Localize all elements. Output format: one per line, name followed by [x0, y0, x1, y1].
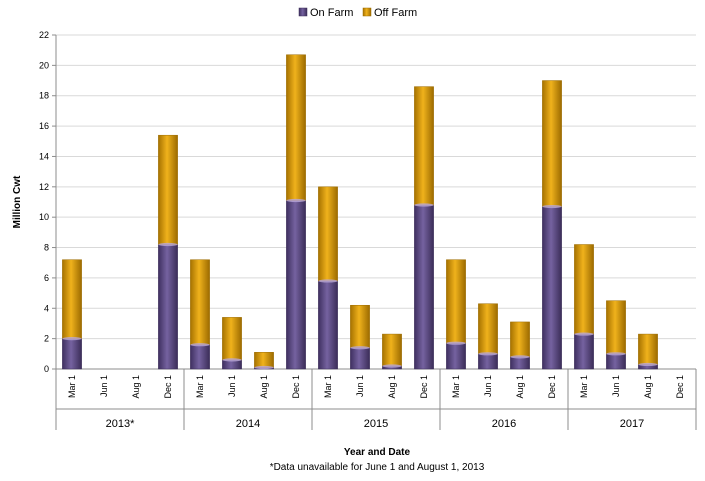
bar-segment-highlight: [286, 198, 306, 203]
footnote: *Data unavailable for June 1 and August …: [270, 462, 485, 473]
bar-on-farm: [414, 204, 434, 370]
bar-on-farm: [606, 353, 626, 370]
legend-label-off-farm: Off Farm: [374, 7, 417, 19]
gridlines: [56, 34, 696, 370]
x-tick-label: Jun 1: [355, 375, 365, 397]
bar-off-farm: [62, 259, 82, 339]
x-tick-label: Aug 1: [387, 375, 397, 399]
x-tick-label: Dec 1: [547, 375, 557, 399]
y-tick-label: 16: [39, 121, 49, 131]
bar-off-farm: [510, 321, 530, 358]
x-axis-title: Year and Date: [344, 447, 411, 458]
bar-segment-highlight: [414, 203, 434, 207]
bar-on-farm: [510, 356, 530, 370]
bar-off-farm: [478, 303, 498, 355]
bar-segment-highlight: [158, 242, 178, 247]
x-tick-label: Jun 1: [611, 375, 621, 397]
x-group-label: 2017: [620, 418, 644, 430]
bar-off-farm: [222, 317, 242, 361]
bar-on-farm: [62, 338, 82, 370]
bar-off-farm: [190, 259, 210, 345]
x-tick-label: Dec 1: [291, 375, 301, 399]
bar-on-farm: [350, 347, 370, 370]
x-tick-label: Mar 1: [579, 375, 589, 398]
y-tick-label: 2: [44, 334, 49, 344]
bar-off-farm: [158, 134, 178, 245]
legend-swatch-on-farm: [298, 7, 308, 17]
x-tick-label: Mar 1: [323, 375, 333, 398]
y-tick-label: 12: [39, 182, 49, 192]
bar-segment-highlight: [574, 332, 594, 336]
bar-off-farm: [542, 80, 562, 207]
x-group-label: 2013*: [106, 418, 135, 430]
x-tick-label: Dec 1: [419, 375, 429, 399]
bars: [62, 54, 658, 370]
x-tick-label: Dec 1: [163, 375, 173, 399]
y-tick-label: 0: [44, 364, 49, 374]
bar-segment-highlight: [350, 346, 370, 350]
legend-label-on-farm: On Farm: [310, 7, 353, 19]
bar-segment-highlight: [62, 337, 82, 341]
x-group-label: 2016: [492, 418, 516, 430]
x-tick-label: Jun 1: [227, 375, 237, 397]
y-tick-label: 20: [39, 60, 49, 70]
x-axis: Mar 1 Jun 1 Aug 1 Dec 1 2013* Mar 1 Jun 1 Aug 1…: [55, 369, 697, 430]
x-tick-label: Jun 1: [99, 375, 109, 397]
bar-segment-highlight: [222, 358, 242, 362]
x-group-label: 2015: [364, 418, 388, 430]
bar-segment-highlight: [254, 365, 274, 370]
bar-segment-highlight: [542, 204, 562, 209]
x-group-label: 2014: [236, 418, 260, 430]
y-tick-label: 6: [44, 273, 49, 283]
y-tick-label: 4: [44, 303, 49, 313]
bar-off-farm: [574, 244, 594, 335]
y-tick-label: 10: [39, 212, 49, 222]
y-tick-label: 22: [39, 30, 49, 40]
bar-segment-highlight: [606, 352, 626, 356]
bar-segment-highlight: [478, 352, 498, 356]
bar-segment-highlight: [446, 341, 466, 345]
legend-swatch-off-farm: [362, 7, 372, 17]
bar-off-farm: [606, 300, 626, 355]
bar-on-farm: [478, 353, 498, 370]
y-tick-label: 14: [39, 151, 49, 161]
x-tick-label: Mar 1: [195, 375, 205, 398]
x-tick-label: Aug 1: [259, 375, 269, 399]
bar-segment-highlight: [382, 364, 402, 368]
y-axis-title: Million Cwt: [12, 175, 23, 228]
x-tick-label: Dec 1: [675, 375, 685, 399]
bar-on-farm: [190, 344, 210, 370]
bar-segment-highlight: [190, 343, 210, 347]
bar-on-farm: [574, 333, 594, 370]
x-tick-label: Aug 1: [643, 375, 653, 399]
bar-on-farm: [542, 206, 562, 370]
bar-off-farm: [446, 259, 466, 344]
bar-off-farm: [286, 54, 306, 201]
bar-segment-highlight: [318, 279, 338, 283]
bar-off-farm: [382, 333, 402, 367]
bar-off-farm: [350, 304, 370, 348]
y-axis-ticks: 0 2 4 6 8 10 12 14 16 18 20 22: [39, 30, 57, 374]
bar-on-farm: [158, 244, 178, 370]
bar-segment-highlight: [638, 362, 658, 367]
bar-off-farm: [318, 186, 338, 282]
legend: On Farm Off Farm: [298, 7, 417, 19]
bar-off-farm: [254, 352, 274, 368]
bar-on-farm: [318, 280, 338, 370]
y-tick-label: 8: [44, 243, 49, 253]
bar-segment-highlight: [510, 355, 530, 359]
bar-off-farm: [638, 333, 658, 365]
x-tick-label: Aug 1: [131, 375, 141, 399]
x-tick-label: Aug 1: [515, 375, 525, 399]
x-tick-label: Mar 1: [67, 375, 77, 398]
x-tick-label: Jun 1: [483, 375, 493, 397]
bar-on-farm: [446, 342, 466, 370]
bar-on-farm: [286, 200, 306, 370]
bar-off-farm: [414, 86, 434, 206]
y-tick-label: 18: [39, 91, 49, 101]
x-tick-label: Mar 1: [451, 375, 461, 398]
